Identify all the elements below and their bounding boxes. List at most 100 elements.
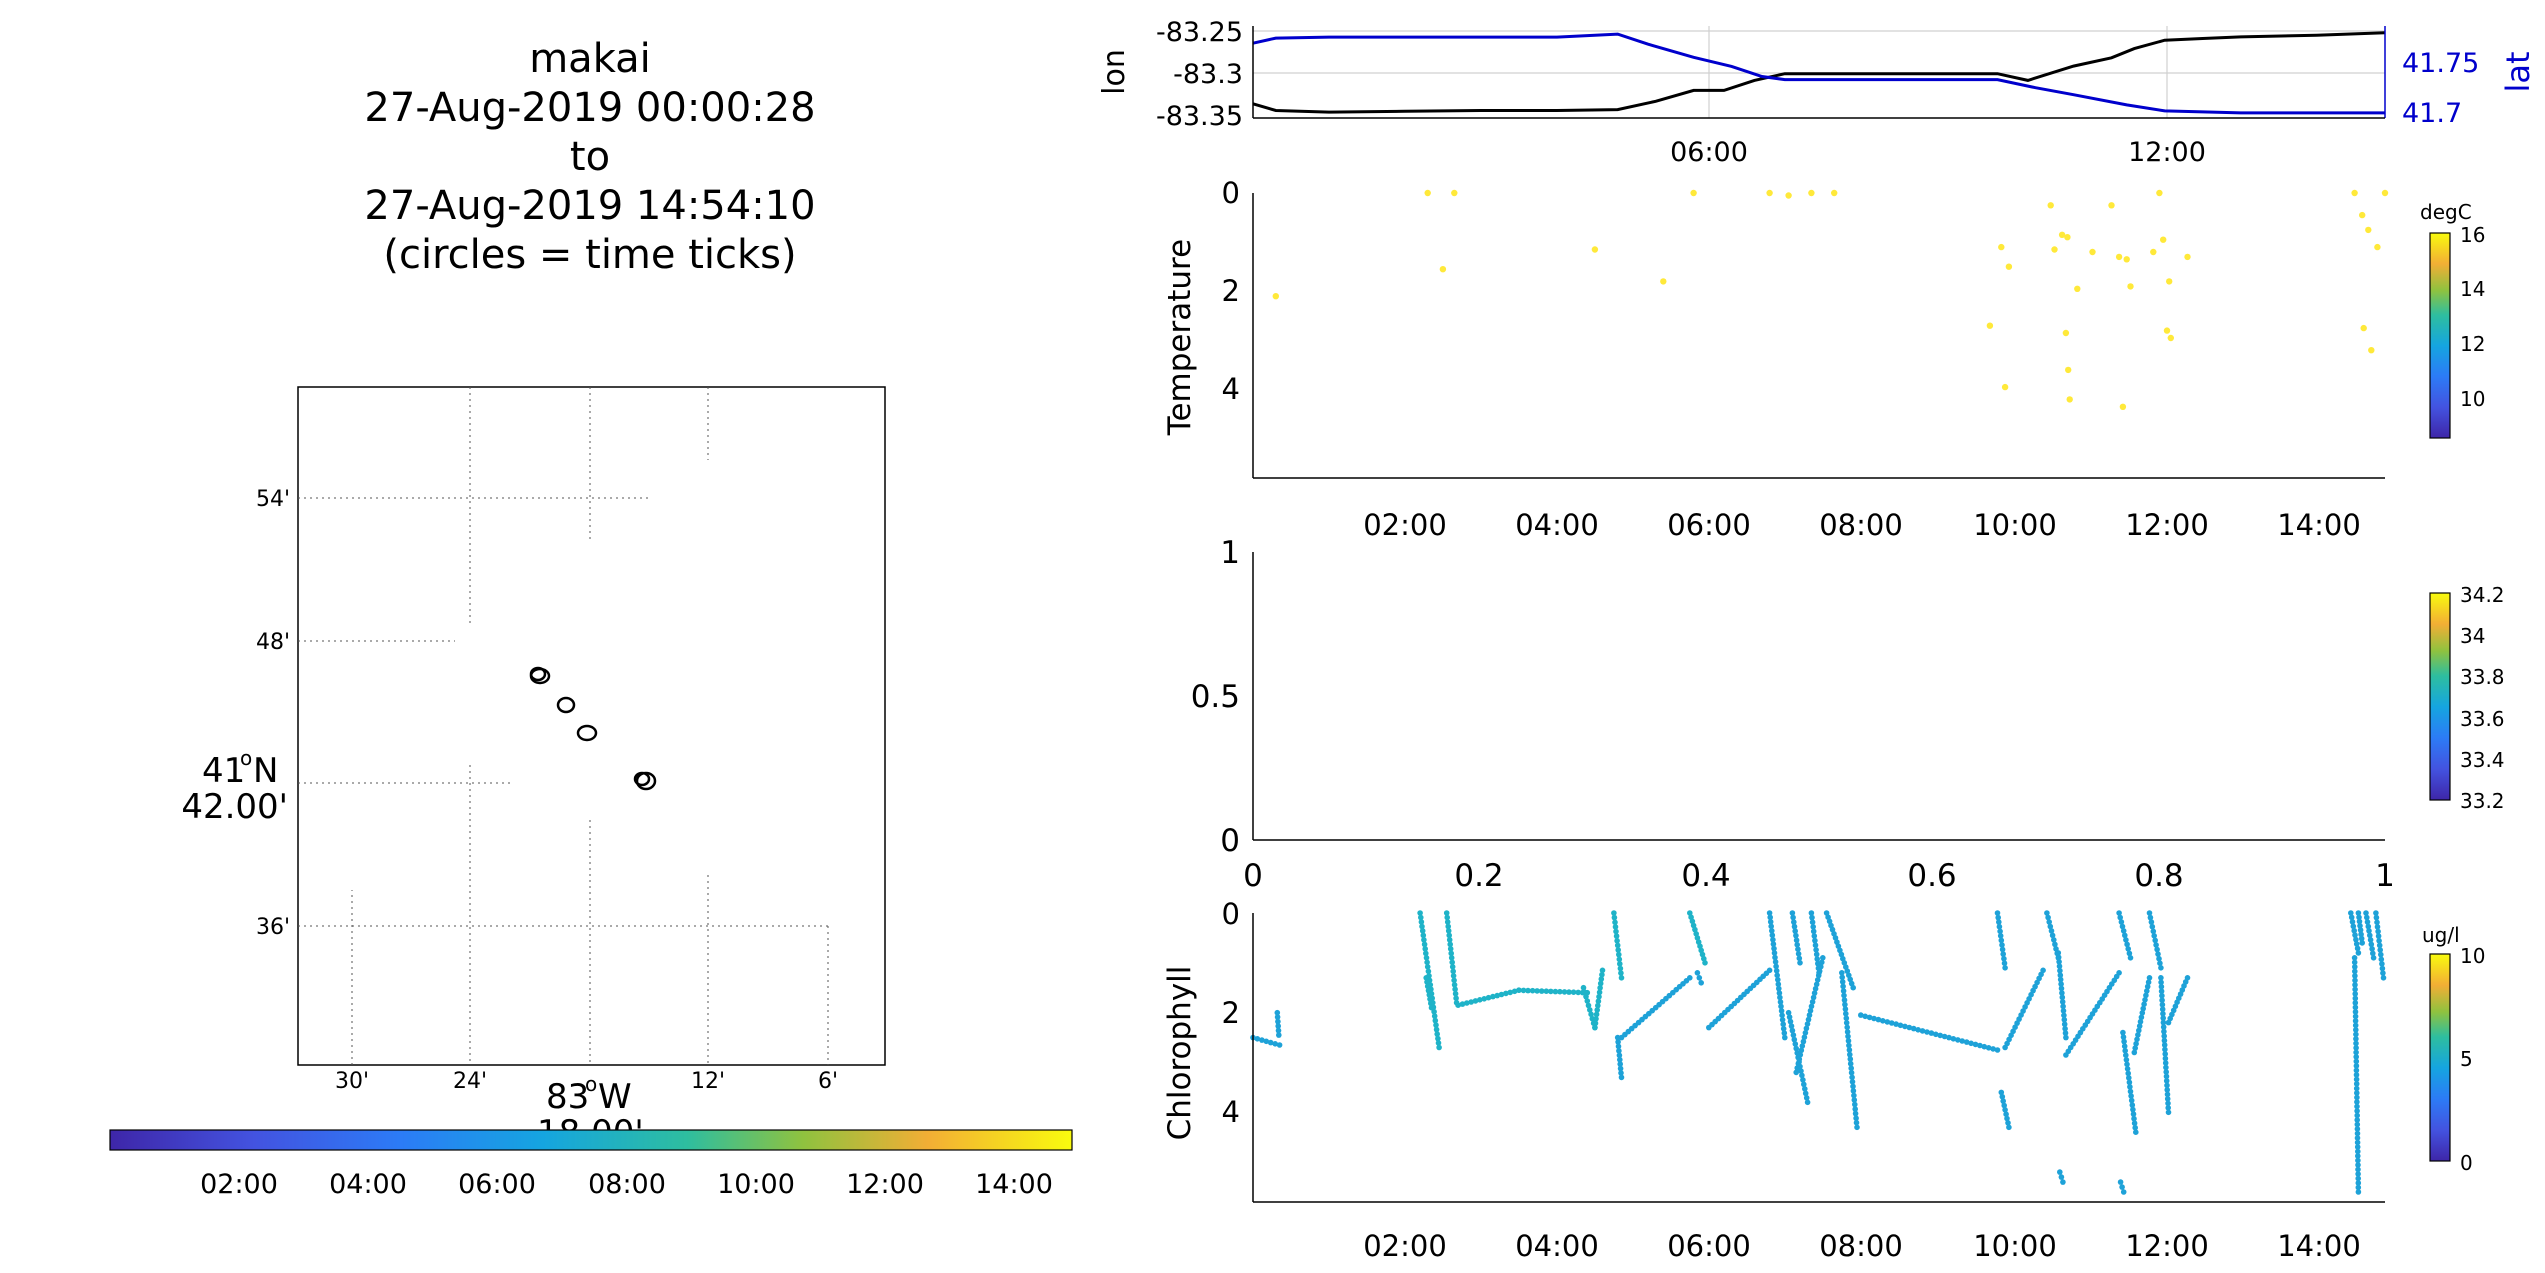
temperature-x-tick: 08:00 <box>1819 508 1903 542</box>
chlorophyll-point <box>1835 943 1842 949</box>
temperature-point <box>2167 334 2174 342</box>
chlorophyll-x-tick: 12:00 <box>2125 1229 2209 1263</box>
temperature-panel: 0 2 4 02:00 04:00 06:00 08:00 10:00 12:0… <box>1162 176 2485 542</box>
chlorophyll-point <box>1566 989 1572 995</box>
chlorophyll-point <box>2354 1130 2361 1137</box>
chlorophyll-point <box>2162 1046 2168 1053</box>
chlorophyll-point <box>2354 1126 2361 1132</box>
chlorophyll-point <box>2124 941 2130 948</box>
chlorophyll-point <box>2355 1153 2361 1159</box>
chlorophyll-point <box>1815 960 1821 967</box>
temperature-point <box>1660 278 1667 285</box>
chlorophyll-point <box>1778 1008 1785 1014</box>
map-lat-ticks: 54' 48' 36' <box>256 487 290 940</box>
chlorophyll-point <box>2119 1184 2125 1190</box>
chlorophyll-point <box>2374 924 2381 930</box>
chlorophyll-colorbar-tick: 0 <box>2460 1151 2473 1175</box>
chlorophyll-point <box>1796 955 1803 962</box>
chlorophyll-point <box>2354 1112 2360 1119</box>
chlorophyll-point <box>1450 973 1457 979</box>
temperature-point <box>2001 383 2009 391</box>
chlorophyll-point <box>1453 995 1459 1001</box>
chlorophyll-point <box>1871 1015 1877 1022</box>
chlorophyll-point <box>1617 1061 1623 1067</box>
chlorophyll-point <box>2367 937 2374 943</box>
temperature-point <box>2351 189 2358 197</box>
chlorophyll-point <box>1520 987 1527 994</box>
chlorophyll-point <box>2062 1025 2068 1032</box>
chlorophyll-point <box>1785 1009 1792 1016</box>
chlorophyll-colorbar-ticks: 10 5 0 <box>2460 944 2485 1175</box>
chlorophyll-point <box>1772 959 1779 965</box>
chlorophyll-point <box>2004 1115 2010 1122</box>
chlorophyll-point <box>2163 1069 2169 1075</box>
chlorophyll-point <box>1808 910 1815 916</box>
chlorophyll-point <box>2380 970 2386 976</box>
chlorophyll-point <box>2059 999 2066 1005</box>
chlorophyll-point <box>1893 1021 1899 1027</box>
chlorophyll-point <box>1840 983 1846 990</box>
temperature-point <box>1986 322 1994 329</box>
temperature-x-tick: 06:00 <box>1667 508 1751 542</box>
chlorophyll-point <box>2044 910 2050 916</box>
chlorophyll-point <box>2380 975 2387 981</box>
chlorophyll-point <box>2156 955 2162 962</box>
chlorophyll-point <box>1418 914 1424 921</box>
lon-tick-label: 12' <box>691 1069 725 1094</box>
chlorophyll-point <box>1426 992 1433 998</box>
chlorophyll-point <box>1769 932 1776 938</box>
chlorophyll-point <box>1849 1079 1856 1085</box>
chlorophyll-point <box>1617 1065 1624 1072</box>
chlorophyll-point <box>1455 1002 1461 1008</box>
chlorophyll-point <box>2348 910 2354 916</box>
chlorophyll-point <box>1814 956 1820 962</box>
chlorophyll-point <box>1425 987 1432 994</box>
time-colorbar-tick: 04:00 <box>329 1169 407 1200</box>
chlorophyll-point <box>1425 968 1432 975</box>
map-lon-ticks: 30' 24' 12' 6' <box>335 1069 838 1094</box>
chlorophyll-point <box>1775 976 1781 983</box>
chlorophyll-point <box>1446 937 1453 943</box>
chlorophyll-point <box>1611 914 1618 921</box>
lat-axis-tick: 41.7 <box>2402 98 2462 129</box>
chlorophyll-point <box>2164 1091 2171 1098</box>
chlorophyll-point <box>2055 954 2062 961</box>
chlorophyll-point <box>1775 981 1782 987</box>
lat-axis-tick: 41.75 <box>2402 48 2479 79</box>
chlorophyll-point <box>1445 928 1452 934</box>
chlorophyll-point <box>2119 923 2126 930</box>
chlorophyll-point <box>1804 1021 1811 1027</box>
chlorophyll-point <box>1498 991 1505 998</box>
temperature-point <box>2062 329 2070 337</box>
chlorophyll-point <box>2353 1040 2359 1047</box>
lon-series-line <box>1252 31 2386 114</box>
chlorophyll-point <box>2354 1139 2361 1146</box>
temperature-point <box>1766 189 1773 197</box>
chlorophyll-point <box>2061 1016 2068 1023</box>
chlorophyll-point <box>1801 1034 1808 1040</box>
chlorophyll-point <box>1814 977 1821 983</box>
chlorophyll-point <box>2357 923 2363 929</box>
chlorophyll-x-tick: 04:00 <box>1515 1229 1599 1263</box>
chlorophyll-point <box>2120 928 2127 934</box>
salinity-y-ticks: 1 0.5 0 <box>1191 535 1240 859</box>
position-x-tick: 12:00 <box>2128 137 2206 168</box>
chlorophyll-point <box>2130 1111 2137 1117</box>
temperature-colorbar <box>2429 232 2451 439</box>
chlorophyll-point <box>1800 1038 1807 1045</box>
chlorophyll-point <box>2353 936 2359 943</box>
chlorophyll-point <box>2133 1129 2139 1135</box>
chlorophyll-x-tick: 02:00 <box>1363 1229 1447 1263</box>
salinity-colorbar-tick: 34 <box>2460 624 2485 648</box>
chlorophyll-point <box>1839 970 1845 976</box>
chlorophyll-point <box>2000 951 2006 957</box>
temperature-point <box>2123 256 2130 263</box>
chlorophyll-point <box>1593 1016 1599 1022</box>
chlorophyll-point <box>2136 1027 2142 1034</box>
chlorophyll-point <box>1846 1047 1853 1053</box>
chlorophyll-point <box>1618 1070 1624 1076</box>
chlorophyll-point <box>1797 960 1803 966</box>
temperature-point <box>2108 202 2115 209</box>
chlorophyll-point <box>2353 1081 2360 1087</box>
chlorophyll-colorbar-tick: 10 <box>2460 944 2485 968</box>
